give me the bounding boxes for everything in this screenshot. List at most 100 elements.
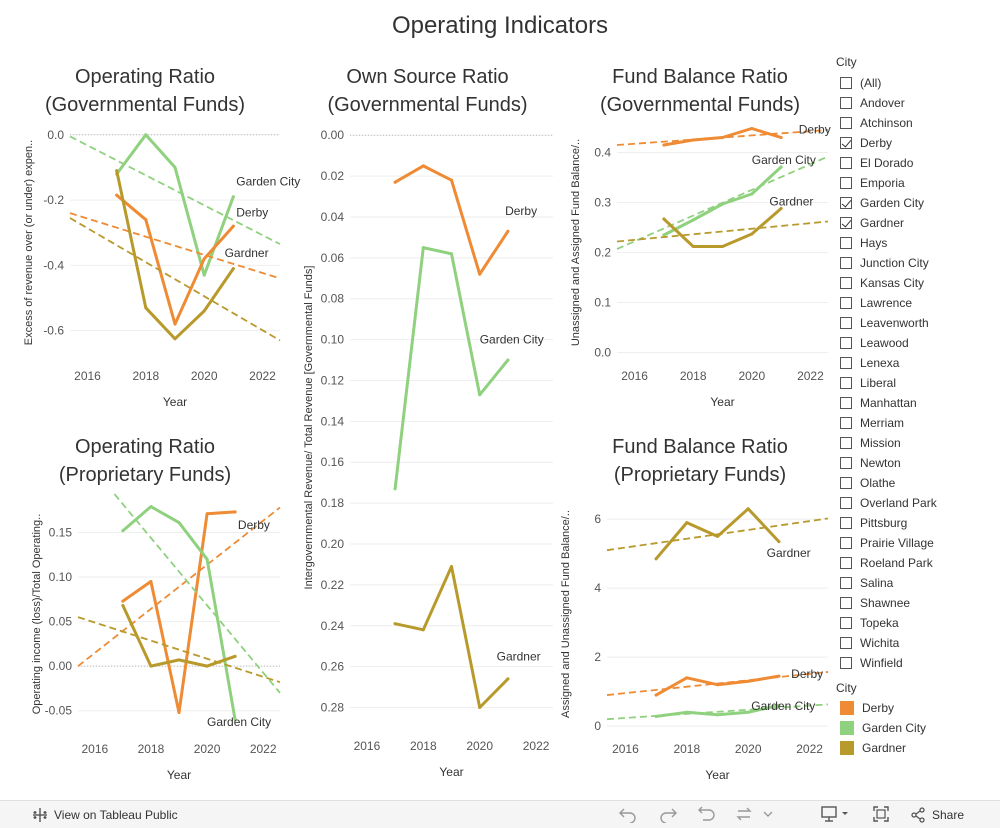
city-filter-item[interactable]: Leavenworth <box>836 313 996 333</box>
city-filter-item[interactable]: Andover <box>836 93 996 113</box>
data-point <box>750 127 754 130</box>
city-filter-item[interactable]: Hays <box>836 233 996 253</box>
city-filter-item[interactable]: Wichita <box>836 633 996 653</box>
chart-fund-balance-governmental[interactable]: Fund Balance Ratio (Governmental Funds) 0.… <box>565 55 835 415</box>
legend-panel: City (All) Andover Atchinson Derby El Dorado… <box>836 55 996 758</box>
city-filter-item[interactable]: Kansas City <box>836 273 996 293</box>
data-point <box>750 192 754 196</box>
city-filter-checkbox[interactable] <box>840 297 852 309</box>
city-filter-item[interactable]: Merriam <box>836 413 996 433</box>
city-filter-item[interactable]: Gardner <box>836 213 996 233</box>
city-filter-checkbox[interactable] <box>840 237 852 249</box>
city-filter-checkbox[interactable] <box>840 457 852 469</box>
city-filter-checkbox[interactable] <box>840 537 852 549</box>
trend-line <box>113 493 281 694</box>
chart-operating-ratio-governmental[interactable]: Operating Ratio (Governmental Funds) 0.0 -0… <box>0 55 300 415</box>
city-filter-checkbox[interactable] <box>840 517 852 529</box>
revert-icon[interactable] <box>697 805 717 823</box>
city-filter-checkbox[interactable] <box>840 197 852 209</box>
city-filter-checkbox[interactable] <box>840 137 852 149</box>
data-point <box>478 706 482 710</box>
city-filter-item[interactable]: (All) <box>836 73 996 93</box>
chart-fund-balance-proprietary[interactable]: Fund Balance Ratio (Proprietary Funds) 0 2 4… <box>560 425 835 790</box>
city-filter-checkbox[interactable] <box>840 597 852 609</box>
x-axis-label: Year <box>439 765 463 779</box>
city-filter-checkbox[interactable] <box>840 357 852 369</box>
x-axis-label: Year <box>705 768 729 782</box>
city-filter-label: Salina <box>860 576 894 590</box>
fullscreen-icon[interactable] <box>872 805 890 823</box>
city-filter-checkbox[interactable] <box>840 97 852 109</box>
city-filter-label: Atchinson <box>860 116 913 130</box>
city-filter-checkbox[interactable] <box>840 77 852 89</box>
city-filter-checkbox[interactable] <box>840 617 852 629</box>
refresh-icon[interactable] <box>734 805 774 823</box>
view-on-tableau-public-link[interactable]: View on Tableau Public <box>32 807 178 823</box>
city-filter-checkbox[interactable] <box>840 257 852 269</box>
series-line <box>393 565 510 709</box>
dashboard-title: Operating Indicators <box>391 12 609 39</box>
tableau-logo-icon <box>33 808 47 822</box>
city-filter-label: Kansas City <box>860 276 925 290</box>
color-legend-item[interactable]: Derby <box>836 698 996 718</box>
data-point <box>777 674 781 678</box>
city-filter-checkbox[interactable] <box>840 437 852 449</box>
city-filter-checkbox[interactable] <box>840 497 852 509</box>
city-filter-checkbox[interactable] <box>840 397 852 409</box>
city-filter-checkbox[interactable] <box>840 317 852 329</box>
city-filter-checkbox[interactable] <box>840 577 852 589</box>
city-filter-item[interactable]: Topeka <box>836 613 996 633</box>
city-filter-item[interactable]: El Dorado <box>836 153 996 173</box>
city-filter-checkbox[interactable] <box>840 557 852 569</box>
city-filter-item[interactable]: Atchinson <box>836 113 996 133</box>
chart-operating-ratio-proprietary[interactable]: Operating Ratio (Proprietary Funds) 0.15 0.… <box>0 425 290 790</box>
city-filter-checkbox[interactable] <box>840 337 852 349</box>
series-label: Gardner <box>767 546 811 560</box>
city-filter-item[interactable]: Garden City <box>836 193 996 213</box>
city-filter-item[interactable]: Salina <box>836 573 996 593</box>
city-filter-item[interactable]: Newton <box>836 453 996 473</box>
city-filter-checkbox[interactable] <box>840 157 852 169</box>
city-filter-item[interactable]: Junction City <box>836 253 996 273</box>
download-icon[interactable] <box>820 805 854 823</box>
city-filter-checkbox[interactable] <box>840 217 852 229</box>
undo-icon[interactable] <box>618 805 638 823</box>
city-filter-item[interactable]: Manhattan <box>836 393 996 413</box>
city-filter-item[interactable]: Winfield <box>836 653 996 673</box>
color-legend-item[interactable]: Gardner <box>836 738 996 758</box>
city-filter-item[interactable]: Lawrence <box>836 293 996 313</box>
city-filter-label: Leawood <box>860 336 909 350</box>
city-filter-checkbox[interactable] <box>840 477 852 489</box>
city-filter-item[interactable]: Pittsburg <box>836 513 996 533</box>
city-filter-item[interactable]: Shawnee <box>836 593 996 613</box>
city-filter-item[interactable]: Mission <box>836 433 996 453</box>
y-axis-label: Excess of revenue over (or under) expen.… <box>23 140 35 345</box>
city-filter-item[interactable]: Roeland Park <box>836 553 996 573</box>
chart-own-source-ratio[interactable]: Own Source Ratio (Governmental Funds) 0.00… <box>290 55 565 790</box>
city-filter-checkbox[interactable] <box>840 177 852 189</box>
city-filter-checkbox[interactable] <box>840 117 852 129</box>
share-button[interactable]: Share <box>910 807 964 823</box>
city-filter-checkbox[interactable] <box>840 377 852 389</box>
city-filter-item[interactable]: Olathe <box>836 473 996 493</box>
city-filter-item[interactable]: Leawood <box>836 333 996 353</box>
city-filter-item[interactable]: Liberal <box>836 373 996 393</box>
data-point <box>746 710 750 714</box>
redo-icon[interactable] <box>658 805 678 823</box>
city-filter-checkbox[interactable] <box>840 417 852 429</box>
city-filter-checkbox[interactable] <box>840 657 852 669</box>
data-point <box>685 710 689 714</box>
color-legend-item[interactable]: Garden City <box>836 718 996 738</box>
city-filter-item[interactable]: Overland Park <box>836 493 996 513</box>
x-tick-label: 2016 <box>74 369 101 383</box>
city-filter-item[interactable]: Prairie Village <box>836 533 996 553</box>
data-point <box>654 557 658 561</box>
city-filter-checkbox[interactable] <box>840 637 852 649</box>
city-filter-item[interactable]: Lenexa <box>836 353 996 373</box>
y-tick-label: 0.14 <box>321 414 345 428</box>
city-filter-item[interactable]: Derby <box>836 133 996 153</box>
city-filter-checkbox[interactable] <box>840 277 852 289</box>
chart-title-line: Fund Balance Ratio <box>612 66 788 88</box>
data-point <box>233 510 237 514</box>
city-filter-item[interactable]: Emporia <box>836 173 996 193</box>
